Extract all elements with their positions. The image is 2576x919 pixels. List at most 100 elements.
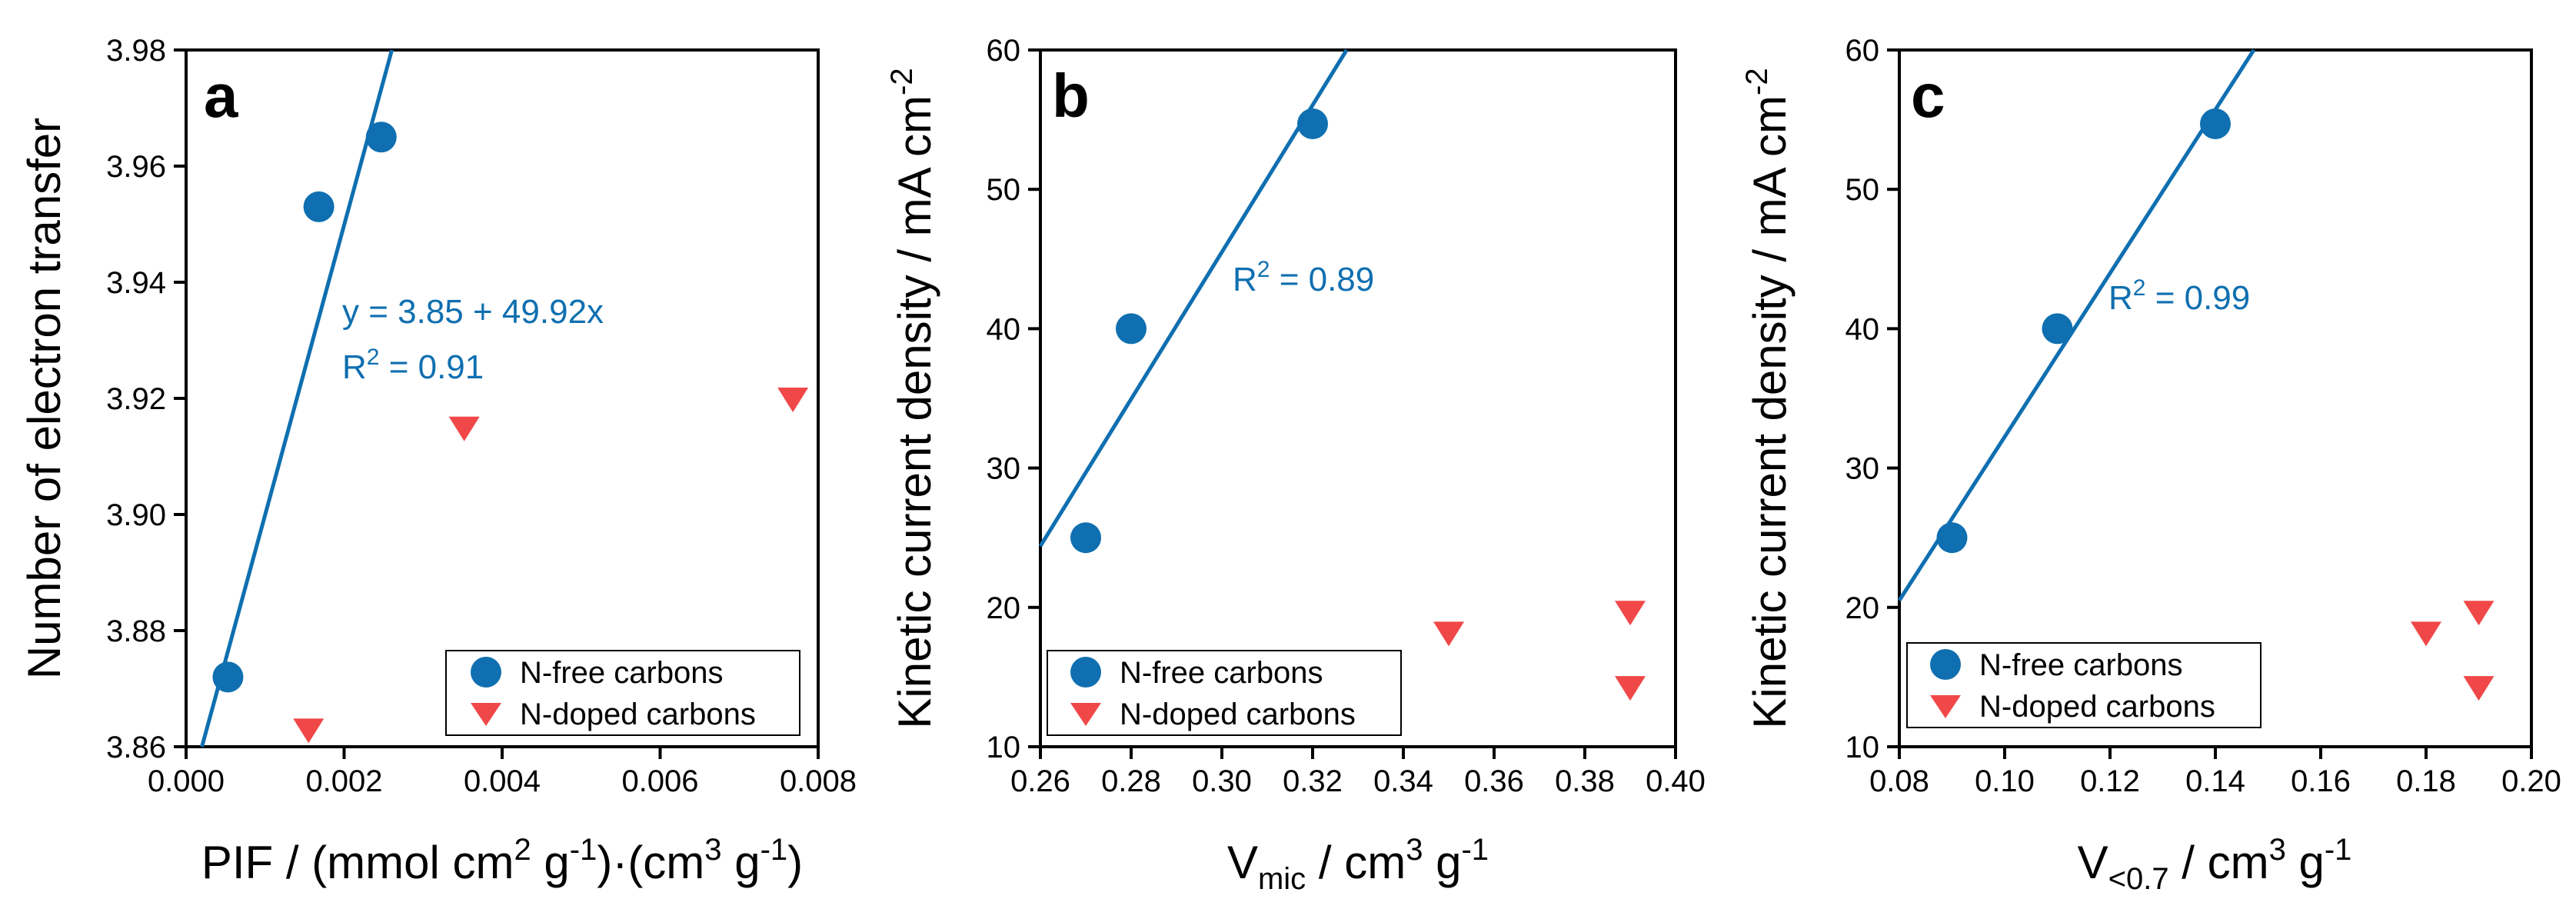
legend-label-nfree-b: N-free carbons xyxy=(1120,656,1323,690)
points-a xyxy=(212,122,809,744)
fit-line-group-c xyxy=(1897,48,2256,602)
legend-b: N-free carbons N-doped carbons xyxy=(1047,650,1402,736)
point-ndoped-c-2 xyxy=(2463,676,2494,701)
legend-marker-nfree-b xyxy=(1070,657,1101,688)
x-tick-label-b-5: 0.36 xyxy=(1464,764,1524,798)
y-tick-label-c-5: 60 xyxy=(1845,34,1880,68)
legend-marker-nfree-c xyxy=(1930,649,1961,680)
point-ndoped-a-2 xyxy=(777,388,809,412)
y-axis-title-c: Kinetic current density / mA cm-2 xyxy=(1740,68,1796,728)
x-axis-title-a: PIF / (mmol cm2 g-1)·(cm3 g-1) xyxy=(201,833,803,888)
y-tick-label-c-2: 30 xyxy=(1845,452,1880,486)
y-tick-label-a-1: 3.88 xyxy=(106,614,166,648)
x-tick-label-b-2: 0.30 xyxy=(1192,764,1252,798)
point-nfree-a-2 xyxy=(365,122,397,153)
x-tick-label-a-4: 0.008 xyxy=(780,764,857,798)
x-tick-label-c-3: 0.14 xyxy=(2185,764,2245,798)
fit-line-group-b xyxy=(1038,48,1349,548)
point-nfree-a-1 xyxy=(303,191,334,222)
y-tick-label-a-2: 3.90 xyxy=(106,498,166,532)
point-ndoped-b-2 xyxy=(1615,676,1646,701)
panel-label-a: a xyxy=(204,62,238,130)
point-nfree-b-2 xyxy=(1297,108,1328,140)
plot-frame-a xyxy=(185,48,820,748)
x-tick-label-a-2: 0.004 xyxy=(464,764,541,798)
point-nfree-c-0 xyxy=(1936,522,1968,554)
x-tick-label-b-7: 0.40 xyxy=(1646,764,1706,798)
plot-frame-b xyxy=(1039,48,1677,748)
fit-line-group-a xyxy=(200,49,394,748)
y-axis-title-b: Kinetic current density / mA cm-2 xyxy=(885,68,940,728)
point-nfree-b-0 xyxy=(1070,522,1101,554)
x-tick-label-b-3: 0.32 xyxy=(1283,764,1343,798)
point-ndoped-b-1 xyxy=(1615,601,1646,626)
x-tick-label-a-0: 0.000 xyxy=(148,764,225,798)
legend-box-b xyxy=(1047,650,1402,736)
point-ndoped-c-1 xyxy=(2463,601,2494,626)
ticks-c: 0.08 0.10 0.12 0.14 0.16 0.18 0.20 10 20 30 40 50 60 xyxy=(1845,34,2561,798)
y-tick-label-b-2: 30 xyxy=(987,452,1021,486)
x-tick-label-b-1: 0.28 xyxy=(1101,764,1161,798)
point-nfree-a-0 xyxy=(212,661,244,693)
fit-line-b xyxy=(1038,48,1349,548)
ticks-b: 0.26 0.28 0.30 0.32 0.34 0.36 0.38 0.40 10 20 30 40… xyxy=(987,34,1706,798)
point-nfree-b-1 xyxy=(1116,313,1147,345)
y-tick-label-a-6: 3.98 xyxy=(106,34,166,68)
x-tick-label-b-6: 0.38 xyxy=(1555,764,1615,798)
panel-c: 0.08 0.10 0.12 0.14 0.16 0.18 0.20 10 20 30 40 50 60… xyxy=(1740,34,2561,896)
fit-line-a xyxy=(200,49,394,748)
y-tick-label-c-1: 20 xyxy=(1845,591,1880,625)
y-tick-label-b-5: 60 xyxy=(987,34,1021,68)
y-tick-label-c-4: 50 xyxy=(1845,173,1880,207)
x-tick-label-b-0: 0.26 xyxy=(1010,764,1070,798)
legend-marker-ndoped-b xyxy=(1070,703,1101,726)
legend-label-ndoped-b: N-doped carbons xyxy=(1120,698,1356,731)
legend-marker-ndoped-a xyxy=(471,703,501,726)
x-tick-label-a-1: 0.002 xyxy=(305,764,382,798)
panel-b: 0.26 0.28 0.30 0.32 0.34 0.36 0.38 0.40 10 20 30 40… xyxy=(885,34,1706,896)
r-squared-a: R2 = 0.91 xyxy=(342,345,484,386)
r-squared-c: R2 = 0.99 xyxy=(2108,275,2250,317)
legend-label-nfree-a: N-free carbons xyxy=(520,656,724,690)
point-ndoped-a-1 xyxy=(448,416,480,441)
y-tick-label-a-5: 3.96 xyxy=(106,150,166,184)
y-tick-label-b-4: 50 xyxy=(987,173,1021,207)
r-squared-b: R2 = 0.89 xyxy=(1233,257,1374,298)
x-tick-label-c-1: 0.10 xyxy=(1975,764,2035,798)
point-ndoped-c-0 xyxy=(2411,621,2441,647)
x-tick-label-c-0: 0.08 xyxy=(1869,764,1929,798)
x-tick-label-c-2: 0.12 xyxy=(2080,764,2140,798)
ticks-a: 0.000 0.002 0.004 0.006 0.008 3.86 3.88 3.90 3.9… xyxy=(106,34,857,798)
point-ndoped-a-0 xyxy=(293,718,324,744)
legend-box-c xyxy=(1906,642,2261,728)
panel-a: 0.000 0.002 0.004 0.006 0.008 3.86 3.88 3.90 3.9… xyxy=(18,34,857,888)
x-axis-title-c: V<0.7 / cm3 g-1 xyxy=(2078,833,2352,896)
x-tick-label-c-4: 0.16 xyxy=(2291,764,2351,798)
legend-a: N-free carbons N-doped carbons xyxy=(445,650,800,736)
point-nfree-c-2 xyxy=(2200,108,2231,140)
x-tick-label-b-4: 0.34 xyxy=(1373,764,1433,798)
y-tick-label-b-0: 10 xyxy=(987,731,1021,764)
x-axis-title-b: Vmic / cm3 g-1 xyxy=(1227,833,1489,896)
legend-label-ndoped-a: N-doped carbons xyxy=(520,698,756,731)
y-tick-label-c-0: 10 xyxy=(1845,731,1880,764)
legend-marker-ndoped-c xyxy=(1930,695,1961,718)
y-tick-label-a-4: 3.94 xyxy=(106,266,166,300)
legend-c: N-free carbons N-doped carbons xyxy=(1906,642,2261,728)
fit-line-c xyxy=(1897,48,2256,602)
y-tick-label-c-3: 40 xyxy=(1845,312,1880,346)
x-tick-label-c-6: 0.20 xyxy=(2501,764,2561,798)
y-tick-label-b-1: 20 xyxy=(987,591,1021,625)
y-tick-label-a-3: 3.92 xyxy=(106,382,166,416)
points-b xyxy=(1070,108,1646,701)
legend-label-ndoped-c: N-doped carbons xyxy=(1979,690,2215,724)
points-c xyxy=(1936,108,2494,701)
point-nfree-c-1 xyxy=(2042,313,2073,345)
y-tick-label-b-3: 40 xyxy=(987,312,1021,346)
point-ndoped-b-0 xyxy=(1433,621,1464,647)
y-tick-label-a-0: 3.86 xyxy=(106,731,166,764)
fit-equation-a: y = 3.85 + 49.92x xyxy=(342,293,604,331)
x-tick-label-a-3: 0.006 xyxy=(621,764,698,798)
legend-marker-nfree-a xyxy=(471,657,501,688)
